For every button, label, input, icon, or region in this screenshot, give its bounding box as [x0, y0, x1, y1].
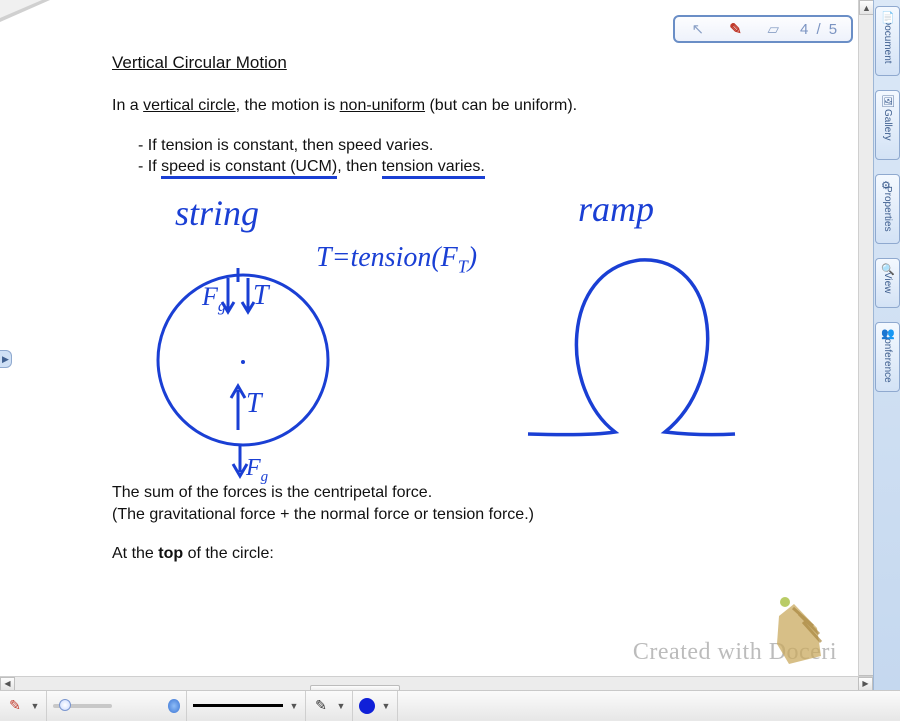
- scroll-up-arrow[interactable]: ▲: [859, 0, 874, 15]
- page-toolbar: ↖ ✎ ▱ 4 / 5: [673, 15, 853, 43]
- lesson-content: Vertical Circular Motion In a vertical c…: [112, 52, 752, 178]
- pen-tool-icon[interactable]: ✎: [6, 697, 24, 715]
- page-indicator: 4 / 5: [800, 21, 839, 38]
- bottom-toolbar: ✎ ▼ ▼ ✎ ▼ ▼: [0, 690, 900, 720]
- tab-document[interactable]: 📄Document: [875, 6, 900, 76]
- eraser-icon[interactable]: ▱: [762, 18, 784, 40]
- scroll-right-arrow[interactable]: ▶: [858, 677, 873, 691]
- pen-icon[interactable]: ✎: [725, 18, 747, 40]
- pen-dropdown[interactable]: ▼: [30, 697, 40, 715]
- T-top-label: T: [253, 280, 269, 312]
- line-dropdown[interactable]: ▼: [289, 697, 299, 715]
- intro-line: In a vertical circle, the motion is non-…: [112, 95, 752, 117]
- lesson-title: Vertical Circular Motion: [112, 52, 752, 75]
- bullet-2: If speed is constant (UCM), then tension…: [138, 156, 752, 178]
- pen-tool2-icon[interactable]: ✎: [312, 697, 330, 715]
- summary-text: The sum of the forces is the centripetal…: [112, 482, 534, 565]
- gallery-icon: 🖼: [881, 95, 895, 109]
- vertical-scrollbar[interactable]: ▲ ▼: [858, 0, 873, 690]
- tab-view[interactable]: 🔍View: [875, 258, 900, 308]
- horizontal-scrollbar[interactable]: ◀ ▶: [0, 676, 873, 690]
- fg-bottom-label: Fg: [246, 455, 268, 486]
- fg-top-label: Fg: [202, 282, 226, 316]
- tab-gallery[interactable]: 🖼Gallery: [875, 90, 900, 160]
- expand-handle[interactable]: ▶: [0, 350, 12, 368]
- bullet-1: If tension is constant, then speed varie…: [138, 135, 752, 157]
- pen-tool-section: ✎ ▼: [0, 691, 47, 721]
- scroll-left-arrow[interactable]: ◀: [0, 677, 15, 691]
- thickness-knob[interactable]: [59, 699, 71, 711]
- size-preview-dot: [168, 699, 180, 713]
- thickness-section: [47, 691, 187, 721]
- color-section: ▼: [353, 691, 398, 721]
- pointer-icon[interactable]: ↖: [687, 18, 709, 40]
- second-pen-section: ✎ ▼: [306, 691, 353, 721]
- conference-icon: 👥: [881, 327, 895, 341]
- view-icon: 🔍: [881, 263, 895, 277]
- at-top-line: At the top of the circle:: [112, 543, 534, 565]
- T-bottom-label: T: [246, 388, 262, 420]
- color-dropdown[interactable]: ▼: [381, 697, 391, 715]
- color-swatch[interactable]: [359, 698, 375, 714]
- ramp-label: ramp: [578, 188, 654, 230]
- tab-conference[interactable]: 👥Conference: [875, 322, 900, 392]
- document-icon: 📄: [881, 11, 895, 25]
- page-corner-fold: [0, 0, 50, 22]
- string-label: string: [175, 192, 259, 234]
- pen2-dropdown[interactable]: ▼: [336, 697, 346, 715]
- tab-properties[interactable]: ⚙Properties: [875, 174, 900, 244]
- bullet-list: If tension is constant, then speed varie…: [138, 135, 752, 178]
- thickness-slider[interactable]: [53, 704, 112, 708]
- side-tabs-panel: 📄Document 🖼Gallery ⚙Properties 🔍View 👥Co…: [873, 0, 900, 690]
- whiteboard-canvas[interactable]: ↖ ✎ ▱ 4 / 5 Vertical Circular Motion In …: [0, 0, 873, 690]
- line-style-preview[interactable]: [193, 704, 283, 707]
- scroll-track-v[interactable]: [859, 15, 873, 675]
- properties-icon: ⚙: [881, 179, 895, 193]
- doceri-hand-icon: [769, 596, 829, 666]
- tension-equation: T=tension(FT): [316, 242, 477, 278]
- line-style-section: ▼: [187, 691, 306, 721]
